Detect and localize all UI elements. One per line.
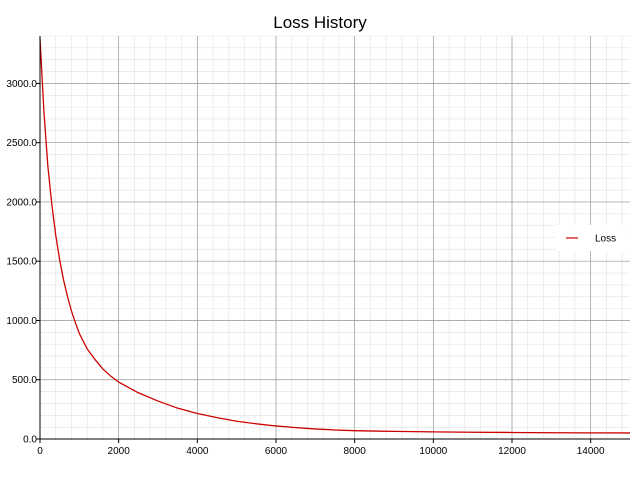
chart-title: Loss History bbox=[273, 13, 367, 32]
x-tick-label: 12000 bbox=[498, 446, 526, 457]
legend-label-loss: Loss bbox=[595, 234, 616, 245]
x-tick-label: 14000 bbox=[577, 446, 605, 457]
y-tick-label: 500.0 bbox=[12, 375, 37, 386]
series-line-loss bbox=[39, 38, 631, 434]
y-tick-label: 1000.0 bbox=[6, 316, 37, 327]
y-axis-ticks: 0.0 500.0 1000.0 1500.0 2000.0 2500.0 3000.0 bbox=[6, 79, 40, 446]
x-tick-label: 8000 bbox=[344, 446, 367, 457]
x-tick-label: 10000 bbox=[419, 446, 447, 457]
minor-grid bbox=[39, 35, 630, 440]
y-tick-label: 0.0 bbox=[23, 435, 37, 446]
legend: Loss bbox=[556, 225, 628, 251]
x-tick-label: 2000 bbox=[108, 446, 131, 457]
y-tick-label: 2500.0 bbox=[6, 138, 37, 149]
x-axis-ticks: 0 2000 4000 6000 8000 10000 12000 14000 bbox=[37, 439, 605, 457]
axes bbox=[39, 36, 630, 440]
y-tick-label: 3000.0 bbox=[6, 79, 37, 90]
x-tick-label: 0 bbox=[37, 446, 43, 457]
y-tick-label: 1500.0 bbox=[6, 257, 37, 268]
y-tick-label: 2000.0 bbox=[6, 197, 37, 208]
x-tick-label: 4000 bbox=[186, 446, 209, 457]
x-tick-label: 6000 bbox=[265, 446, 288, 457]
series-layer bbox=[39, 38, 631, 434]
